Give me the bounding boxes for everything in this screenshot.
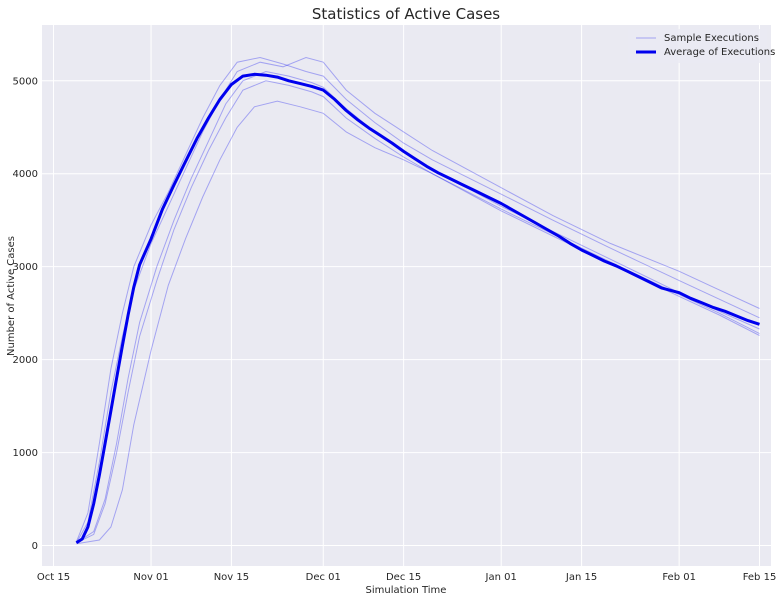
y-tick-label: 5000 (13, 76, 38, 87)
grid-lines (42, 25, 771, 566)
x-tick-label: Dec 15 (386, 572, 421, 583)
legend: Sample Executions Average of Executions (628, 29, 775, 63)
y-tick-label: 4000 (13, 169, 38, 180)
x-tick-label: Feb 15 (743, 572, 777, 583)
legend-sample-label: Sample Executions (664, 33, 759, 44)
x-axis-label: Simulation Time (366, 585, 447, 596)
average-series-line (75, 72, 760, 545)
x-tick-label: Jan 01 (485, 572, 517, 583)
plot-background (42, 25, 771, 566)
legend-box (628, 29, 767, 63)
y-tick-label: 1000 (13, 448, 38, 459)
chart-title: Statistics of Active Cases (312, 5, 500, 23)
y-tick-label: 0 (32, 541, 38, 552)
x-tick-label: Nov 01 (133, 572, 168, 583)
x-tick-label: Feb 01 (662, 572, 696, 583)
legend-average-label: Average of Executions (664, 47, 775, 58)
y-tick-labels: 0 1000 2000 3000 4000 5000 (13, 76, 38, 552)
y-tick-label: 2000 (13, 355, 38, 366)
average-line-group (75, 72, 760, 545)
x-tick-label: Oct 15 (37, 572, 70, 583)
x-tick-label: Nov 15 (214, 572, 249, 583)
y-axis-label: Number of Active Cases (6, 236, 17, 356)
x-tick-label: Jan 15 (565, 572, 597, 583)
sample-series-line (75, 56, 760, 542)
sample-series-line (76, 80, 760, 544)
x-tick-labels: Oct 15 Nov 01 Nov 15 Dec 01 Dec 15 Jan 01 Jan … (37, 572, 776, 583)
x-tick-label: Dec 01 (306, 572, 341, 583)
y-tick-label: 3000 (13, 262, 38, 273)
